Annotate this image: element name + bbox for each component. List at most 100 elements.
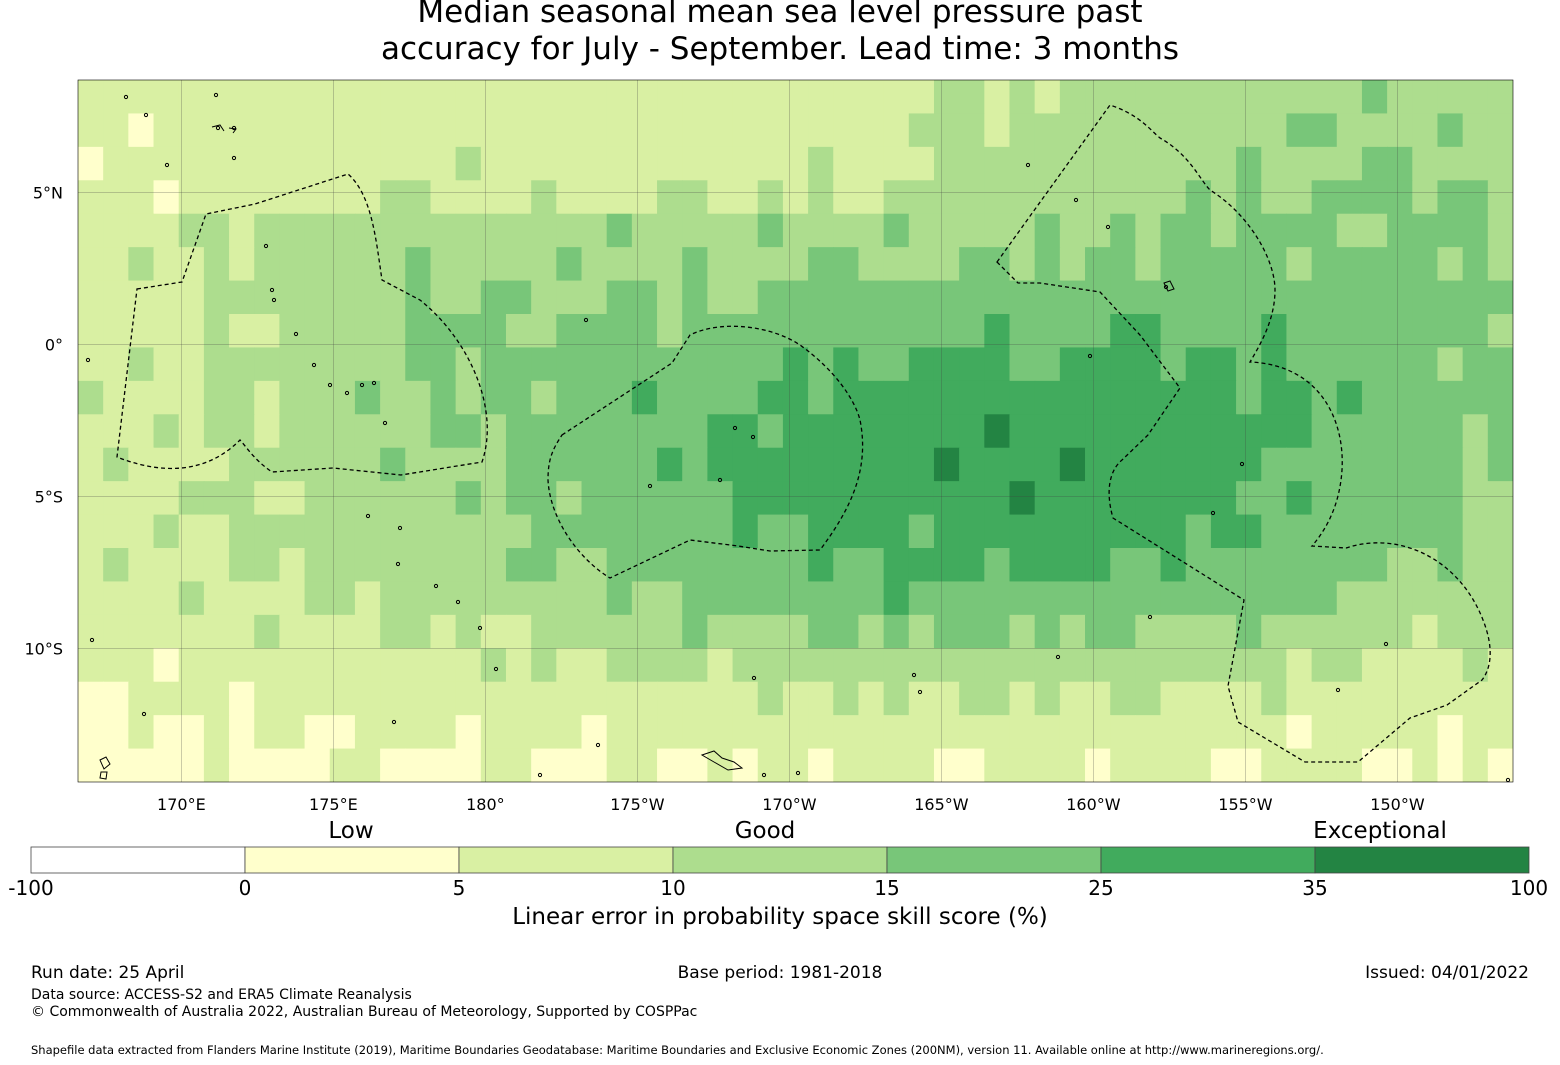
grid-cell <box>1286 347 1313 382</box>
grid-cell <box>657 748 683 782</box>
grid-cell <box>354 514 381 549</box>
grid-cell <box>1336 213 1363 248</box>
grid-cell <box>329 715 356 750</box>
grid-cell <box>984 247 1011 282</box>
grid-cell <box>380 213 406 248</box>
grid-cell <box>1261 581 1288 616</box>
grid-cell <box>329 681 356 716</box>
grid-cell <box>531 748 557 782</box>
grid-cell <box>1311 113 1338 148</box>
eez-boundary <box>116 173 488 476</box>
grid-cell <box>1135 213 1162 248</box>
grid-cell <box>782 146 809 181</box>
grid-cell <box>78 113 104 148</box>
grid-cell <box>1336 748 1363 782</box>
grid-cell <box>1487 581 1513 616</box>
grid-cell <box>757 80 784 115</box>
lon-tick-label: 160°W <box>1066 795 1121 814</box>
grid-cell <box>1085 414 1111 449</box>
grid-cell <box>782 347 809 382</box>
grid-cell <box>405 414 432 449</box>
grid-cell <box>480 715 507 750</box>
grid-cell <box>1135 146 1162 181</box>
grid-cell <box>531 247 557 282</box>
grid-cell <box>1185 414 1212 449</box>
grid-cell <box>405 748 432 782</box>
grid-cell <box>1185 314 1212 349</box>
island-outline <box>211 124 237 134</box>
grid-cell <box>959 548 985 583</box>
grid-cell <box>757 314 784 349</box>
grid-cell <box>1387 648 1413 683</box>
grid-cell <box>304 715 331 750</box>
grid-cell <box>229 648 255 683</box>
grid-cell <box>1261 113 1288 148</box>
grid-cell <box>959 380 985 415</box>
grid-cell <box>103 681 129 716</box>
grid-cell <box>1361 447 1388 482</box>
grid-cell <box>254 380 281 415</box>
grid-cell <box>128 614 155 649</box>
grid-cell <box>732 715 759 750</box>
grid-cell <box>1412 280 1439 315</box>
grid-cell <box>178 614 205 649</box>
grid-cell <box>1311 314 1338 349</box>
grid-cell <box>380 180 406 215</box>
grid-cell <box>1110 414 1136 449</box>
grid-cell <box>1210 715 1237 750</box>
grid-cell <box>556 514 583 549</box>
grid-cell <box>1160 213 1187 248</box>
grid-cell <box>581 514 608 549</box>
grid-cell <box>1487 447 1513 482</box>
grid-cell <box>1336 614 1363 649</box>
grid-cell <box>380 146 406 181</box>
grid-cell <box>782 380 809 415</box>
grid-cell <box>1361 481 1388 516</box>
grid-cell <box>254 514 281 549</box>
grid-cell <box>153 548 180 583</box>
grid-cell <box>1487 481 1513 516</box>
grid-cell <box>153 213 180 248</box>
island-outline <box>1087 353 1093 359</box>
grid-cell <box>1059 280 1086 315</box>
grid-cell <box>354 314 381 349</box>
grid-cell <box>1387 447 1413 482</box>
grid-cell <box>631 481 658 516</box>
grid-cell <box>279 715 306 750</box>
grid-cell <box>984 80 1011 115</box>
island-outline <box>477 625 483 631</box>
grid-cell <box>203 414 230 449</box>
grid-cell <box>1210 146 1237 181</box>
grid-cell <box>1387 380 1413 415</box>
island-outline <box>917 689 923 695</box>
grid-cell <box>1110 280 1136 315</box>
grid-cell <box>405 380 432 415</box>
grid-cell <box>1336 380 1363 415</box>
grid-cell <box>1160 715 1187 750</box>
grid-cell <box>1487 80 1513 115</box>
grid-cell <box>631 648 658 683</box>
grid-cell <box>1236 748 1262 782</box>
grid-cell <box>128 581 155 616</box>
grid-cell <box>229 314 255 349</box>
grid-cell <box>1361 80 1388 115</box>
grid-cell <box>1387 614 1413 649</box>
grid-cell <box>1236 180 1262 215</box>
grid-cell <box>229 280 255 315</box>
grid-cell <box>279 146 306 181</box>
grid-cell <box>1487 380 1513 415</box>
grid-cell <box>531 314 557 349</box>
grid-cell <box>1361 380 1388 415</box>
grid-cell <box>1110 146 1136 181</box>
grid-cell <box>128 748 155 782</box>
grid-cell <box>103 280 129 315</box>
grid-cell <box>505 380 532 415</box>
grid-cell <box>203 146 230 181</box>
grid-cell <box>1160 614 1187 649</box>
grid-cell <box>933 715 960 750</box>
grid-cell <box>908 648 935 683</box>
grid-cell <box>1412 481 1439 516</box>
grid-cell <box>1210 347 1237 382</box>
grid-cell <box>1487 648 1513 683</box>
grid-cell <box>707 146 734 181</box>
